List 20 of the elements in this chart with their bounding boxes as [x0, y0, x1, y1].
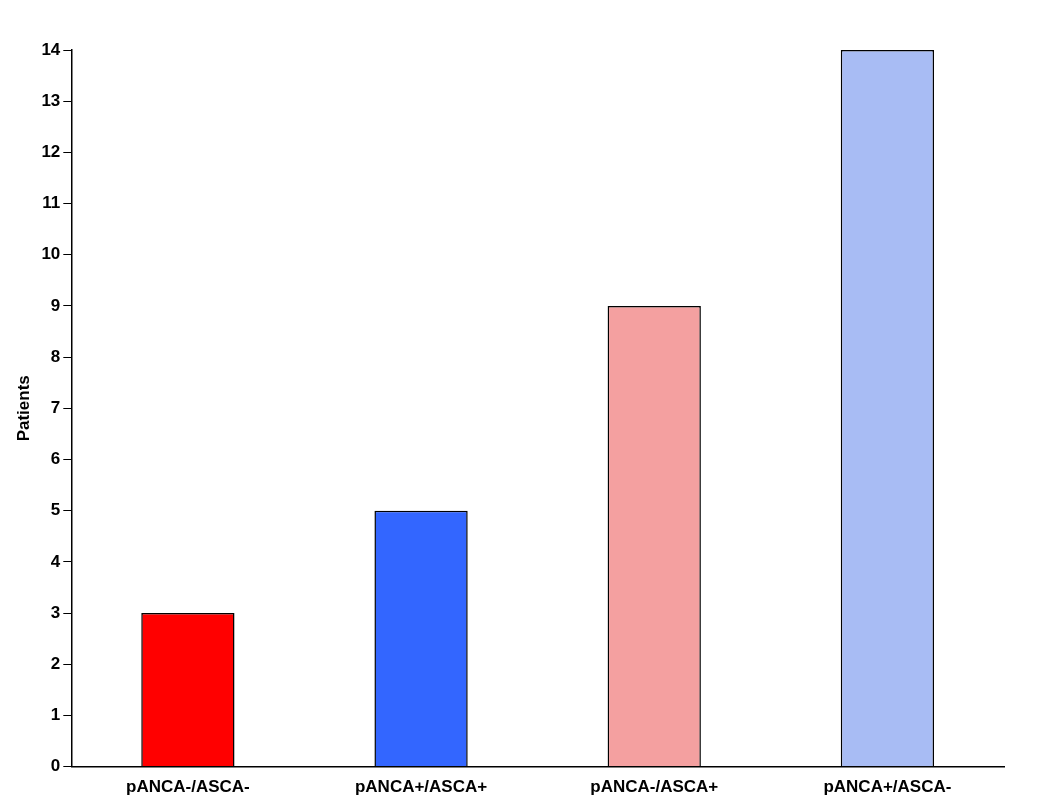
- y-tick-label: 0: [50, 756, 61, 776]
- x-tick-label: pANCA-/ASCA-: [126, 777, 250, 797]
- y-tick-label: 2: [50, 653, 61, 673]
- y-tick-label: 3: [50, 602, 61, 622]
- x-tick-label: pANCA+/ASCA-: [823, 777, 952, 797]
- y-tick-label: 5: [50, 500, 61, 520]
- x-tick-label: pANCA-/ASCA+: [590, 777, 719, 797]
- y-axis-title: Patients: [13, 375, 33, 442]
- y-tick-label: 6: [50, 449, 61, 469]
- x-tick-label: pANCA+/ASCA+: [354, 777, 488, 797]
- y-tick-label: 12: [41, 142, 61, 162]
- y-tick-label: 4: [50, 551, 61, 571]
- y-tick-label: 14: [41, 39, 61, 59]
- y-tick-label: 8: [50, 346, 61, 366]
- y-tick-label: 11: [42, 193, 61, 213]
- y-tick-label: 10: [41, 244, 61, 264]
- y-tick-label: 13: [41, 90, 61, 110]
- y-tick-label: 9: [50, 295, 61, 315]
- y-tick-label: 1: [50, 705, 61, 725]
- y-tick-label: 7: [50, 397, 61, 417]
